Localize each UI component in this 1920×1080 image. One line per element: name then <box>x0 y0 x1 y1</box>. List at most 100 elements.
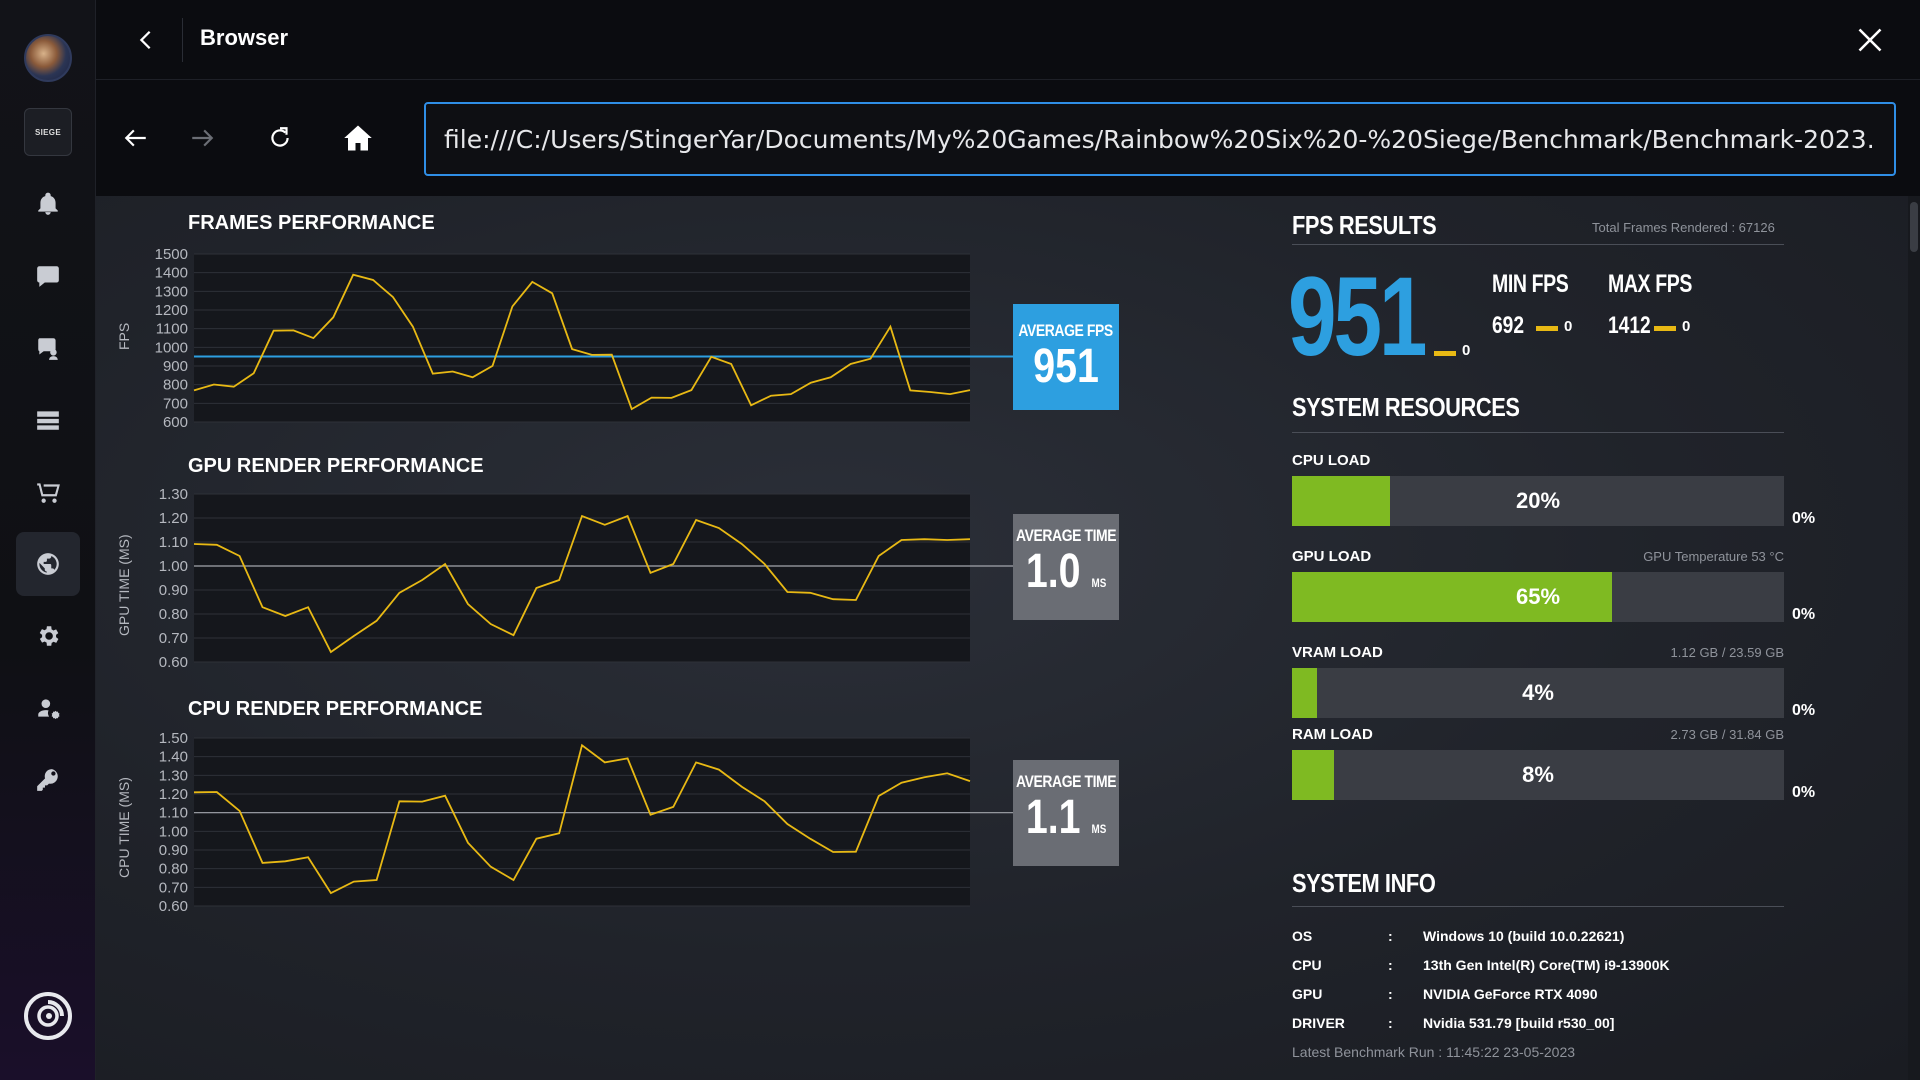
fps-avg-sub: 0 <box>1462 342 1471 359</box>
average-cpu-time-box: AVERAGE TIME 1.1 MS <box>1013 760 1119 866</box>
fps-avg-indicator <box>1434 351 1456 356</box>
title-bar: Browser <box>96 0 1920 80</box>
min-fps-sub: 0 <box>1564 318 1573 335</box>
average-cpu-time-label: AVERAGE TIME <box>1015 771 1117 791</box>
nav-back-button[interactable] <box>112 114 160 162</box>
frames-tick-label: 1000 <box>155 339 188 356</box>
frames-series-line <box>193 273 971 411</box>
reload-icon <box>271 127 289 147</box>
gpu-tick-label: 1.20 <box>159 510 188 527</box>
frames-tick-label: 1300 <box>155 283 188 300</box>
library-icon <box>37 411 59 430</box>
system-info-value: NVIDIA GeForce RTX 4090 <box>1423 986 1598 1002</box>
cpu-series-line <box>193 743 971 895</box>
chevron-left-icon <box>139 30 151 50</box>
system-resources-heading: SYSTEM RESOURCES <box>1292 392 1520 422</box>
gpu-tick-label: 1.10 <box>159 534 188 551</box>
scrollbar[interactable] <box>1908 196 1920 1080</box>
cpu-y-axis-label: CPU TIME (MS) <box>116 777 132 878</box>
average-gpu-time-number: 1.0 <box>1025 544 1081 598</box>
frames-chart-title: FRAMES PERFORMANCE <box>188 212 435 234</box>
system-info-separator: : <box>1388 957 1393 973</box>
system-info-value: 13th Gen Intel(R) Core(TM) i9-13900K <box>1423 957 1670 973</box>
resource-bar-track: 8% <box>1292 750 1784 800</box>
page-title: Browser <box>200 25 289 50</box>
gpu-tick-label: 0.90 <box>159 582 188 599</box>
navigation-bar <box>96 80 1920 196</box>
gpu-tick-label: 1.00 <box>159 558 188 575</box>
resource-bar-track: 65% <box>1292 572 1784 622</box>
gear-icon <box>39 626 59 646</box>
sidebar-item-notifications[interactable] <box>16 172 80 236</box>
frames-tick-label: 1400 <box>155 265 188 282</box>
sidebar-item-chat[interactable] <box>16 244 80 308</box>
back-button[interactable] <box>126 20 166 60</box>
game-thumb-label: SIEGE <box>35 127 61 137</box>
arrow-right-icon <box>192 129 214 147</box>
latest-benchmark-run: Latest Benchmark Run : 11:45:22 23-05-20… <box>1292 1044 1576 1060</box>
frames-tick-label: 700 <box>163 395 188 412</box>
frames-tick-label: 1100 <box>156 321 188 338</box>
average-gpu-time-value: 1.0 MS <box>1025 544 1106 609</box>
address-bar[interactable] <box>424 102 1896 176</box>
frames-tick-label: 900 <box>163 358 188 375</box>
system-info-heading: SYSTEM INFO <box>1292 868 1436 898</box>
cpu-tick-label: 0.60 <box>159 898 188 915</box>
gpu-plot-area <box>194 494 970 662</box>
system-resources-divider <box>1292 432 1784 433</box>
resource-bar-zero-label: 0% <box>1792 606 1816 623</box>
title-divider <box>182 18 183 62</box>
cpu-tick-label: 0.70 <box>159 879 188 896</box>
cpu-plot-area <box>194 738 970 906</box>
frames-tick-label: 800 <box>163 377 188 394</box>
scrollbar-thumb[interactable] <box>1910 202 1918 252</box>
average-fps-value: 951 <box>1033 340 1099 393</box>
sidebar-item-settings[interactable] <box>16 604 80 668</box>
cpu-tick-label: 1.30 <box>159 767 188 784</box>
ubisoft-logo-icon[interactable] <box>22 990 74 1042</box>
sidebar-item-account[interactable] <box>16 676 80 740</box>
sidebar: SIEGE <box>0 0 96 1080</box>
resource-bar-value: 8% <box>1522 762 1554 787</box>
home-button[interactable] <box>334 114 382 162</box>
gpu-series-line <box>193 514 971 654</box>
cpu-tick-label: 1.20 <box>159 786 188 803</box>
resource-bar-zero-label: 0% <box>1792 510 1816 527</box>
cpu-chart-title: CPU RENDER PERFORMANCE <box>188 698 483 720</box>
gpu-y-axis-label: GPU TIME (MS) <box>116 534 132 636</box>
sidebar-item-library[interactable] <box>16 388 80 452</box>
min-fps-value: 692 <box>1492 312 1525 339</box>
cpu-tick-label: 1.50 <box>159 730 188 747</box>
sidebar-item-store[interactable] <box>16 460 80 524</box>
resource-bar-value: 65% <box>1515 584 1561 609</box>
friends-chat-icon <box>38 338 58 360</box>
sidebar-item-friends-chat[interactable] <box>16 316 80 380</box>
close-button[interactable] <box>1850 20 1890 60</box>
reload-button[interactable] <box>256 114 304 162</box>
url-input[interactable] <box>444 124 1876 154</box>
system-info-divider <box>1292 906 1784 907</box>
nav-forward-button[interactable] <box>178 114 226 162</box>
total-frames-rendered: Total Frames Rendered : 67126 <box>1592 220 1775 235</box>
system-info-key: OS <box>1292 928 1313 944</box>
resource-bar-detail: GPU Temperature 53 °C <box>1643 549 1784 564</box>
avatar[interactable] <box>24 34 72 82</box>
system-info-key: CPU <box>1292 957 1322 973</box>
game-thumbnail[interactable]: SIEGE <box>24 108 72 156</box>
average-cpu-time-number: 1.1 <box>1025 790 1081 844</box>
resource-bar-value: 4% <box>1522 680 1554 705</box>
resource-bar-label: GPU LOAD <box>1292 548 1372 565</box>
system-info-separator: : <box>1388 928 1393 944</box>
resource-bar-label: VRAM LOAD <box>1292 644 1383 661</box>
sidebar-item-browser[interactable] <box>16 532 80 596</box>
globe-icon <box>37 553 59 575</box>
resource-bar-track: 20% <box>1292 476 1784 526</box>
gpu-chart-title: GPU RENDER PERFORMANCE <box>188 455 484 477</box>
average-cpu-time-unit: MS <box>1091 821 1107 836</box>
frames-tick-label: 1500 <box>155 246 188 263</box>
gpu-tick-label: 1.30 <box>159 486 188 503</box>
resource-bar-zero-label: 0% <box>1792 702 1816 719</box>
sidebar-item-keys[interactable] <box>16 748 80 812</box>
